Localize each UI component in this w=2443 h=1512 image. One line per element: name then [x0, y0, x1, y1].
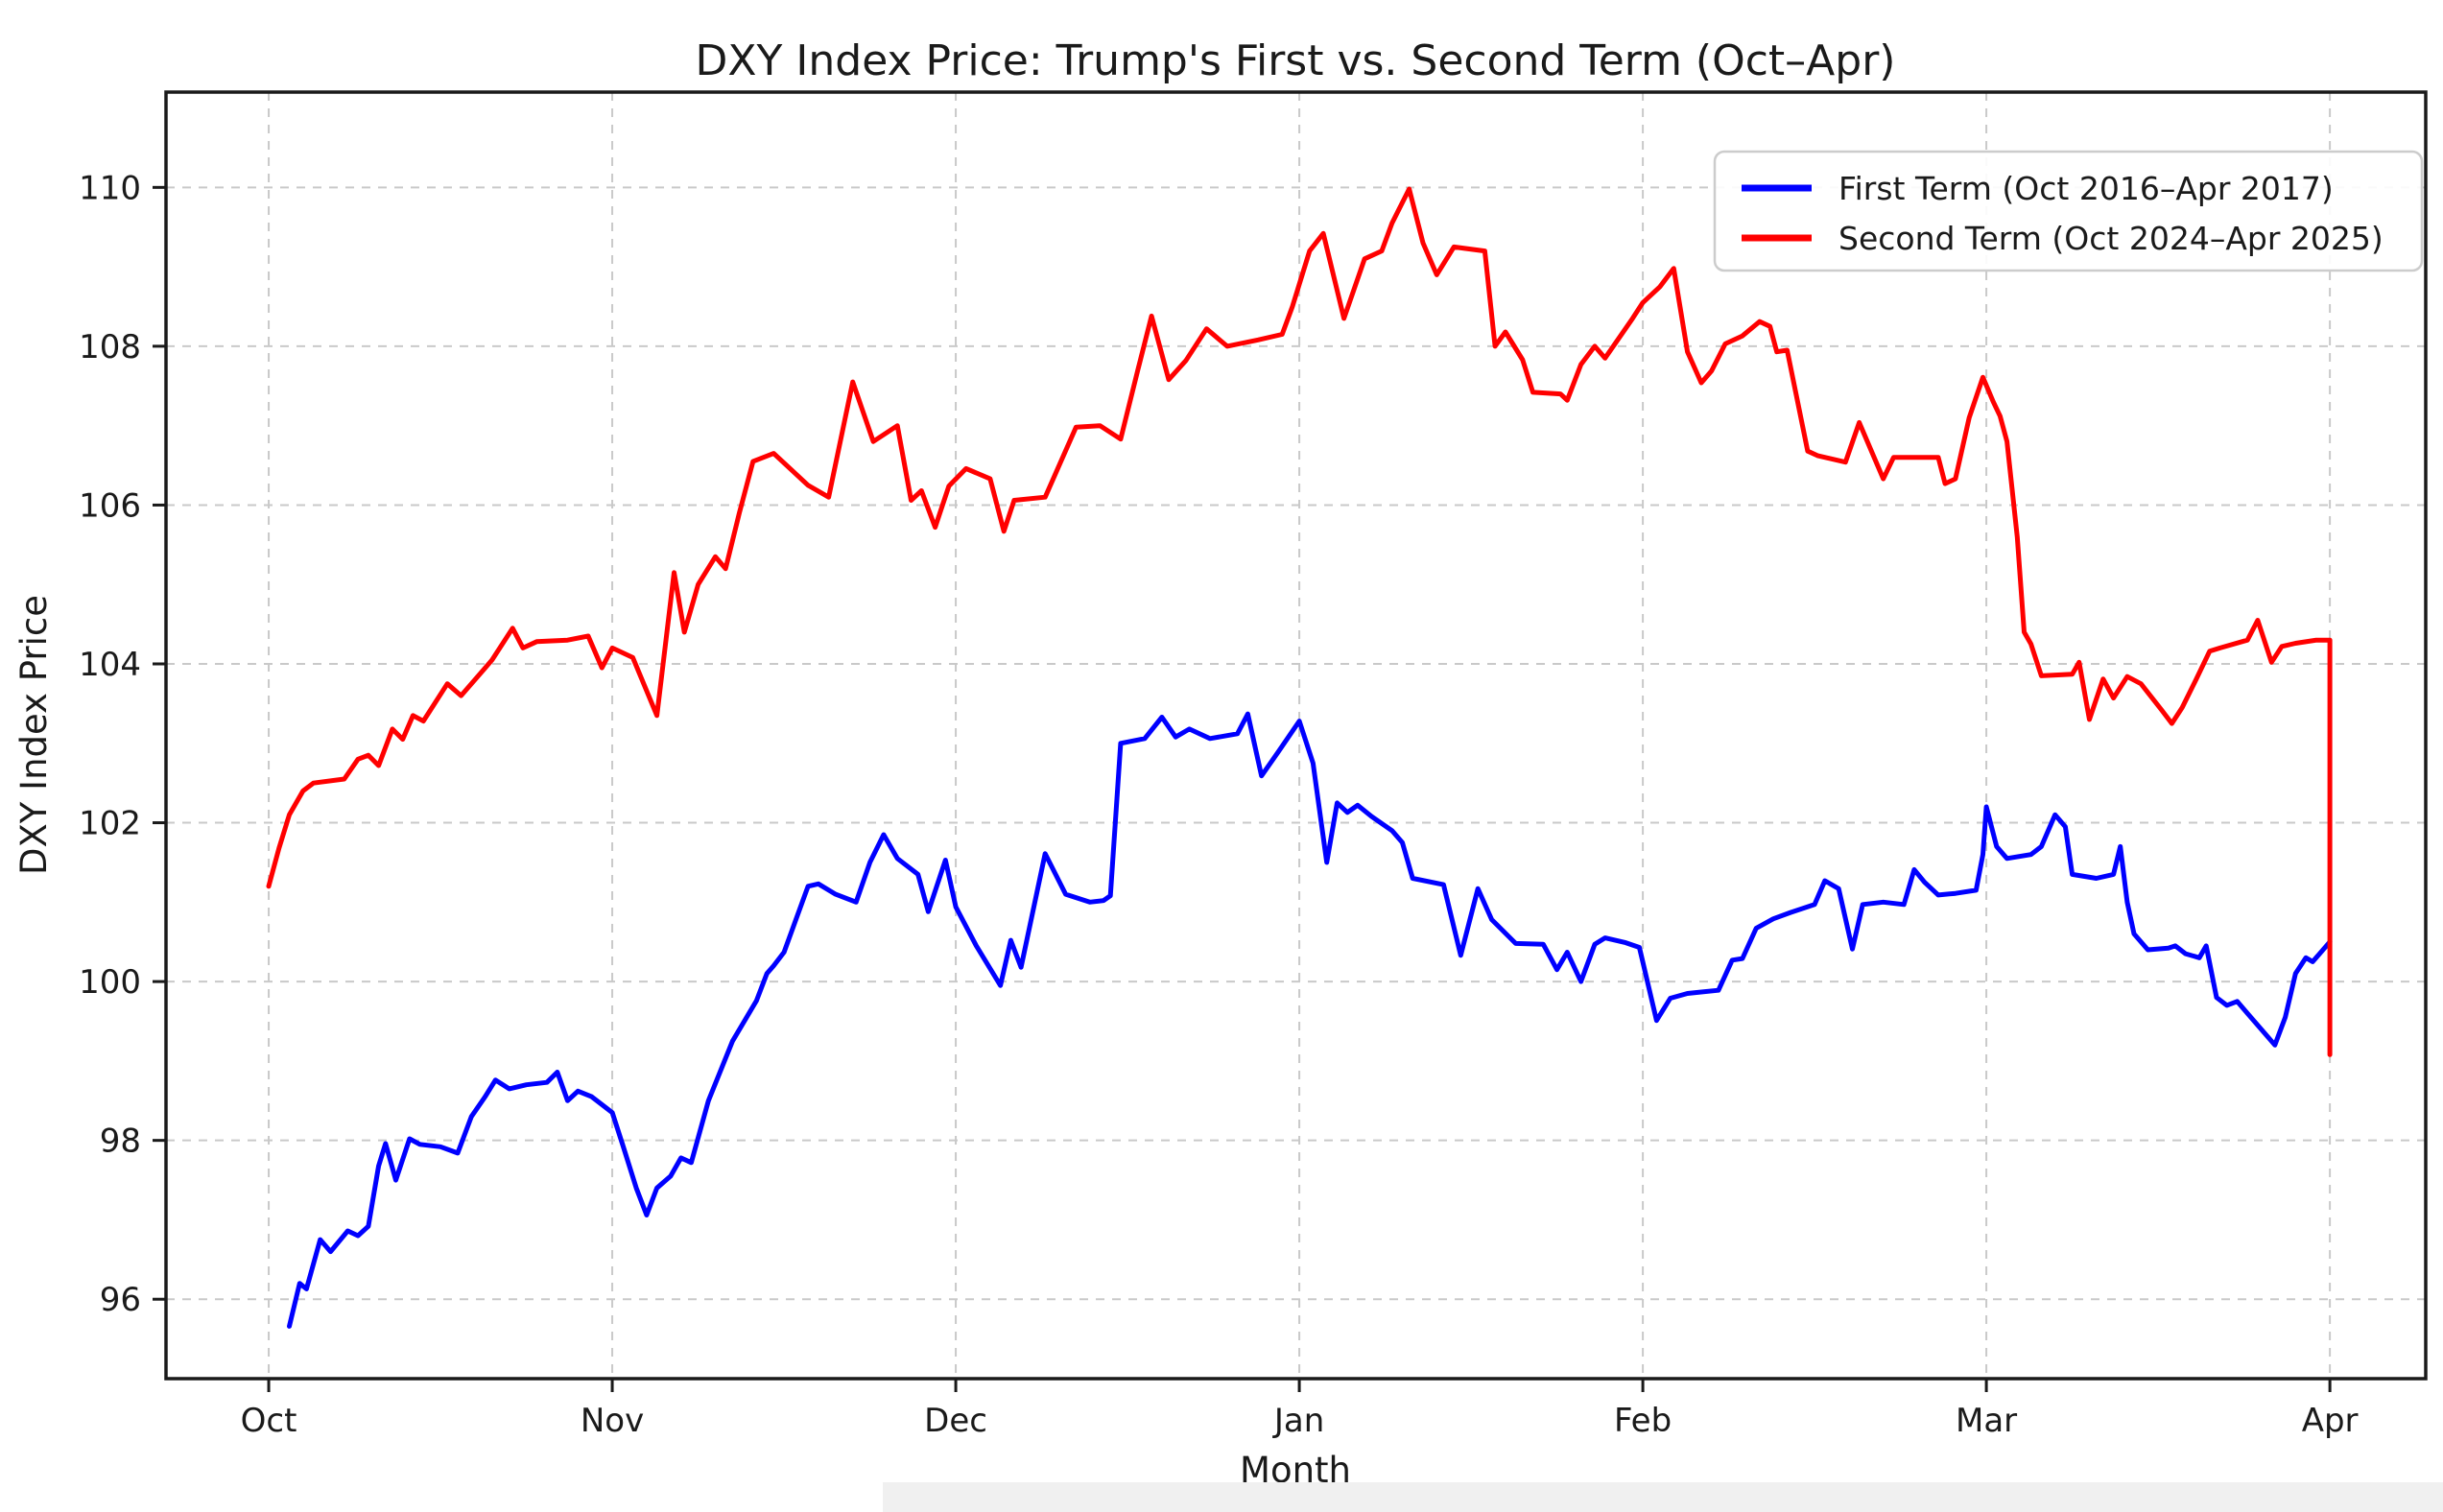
y-tick-label-96: 96	[100, 1281, 141, 1319]
x-tick-label-Mar: Mar	[1956, 1402, 2017, 1440]
legend-box	[1713, 150, 2424, 272]
x-tick-label-Nov: Nov	[581, 1402, 644, 1440]
x-tick-label-Dec: Dec	[924, 1402, 987, 1440]
y-tick-label-98: 98	[100, 1122, 141, 1161]
x-tick-label-Apr: Apr	[2302, 1402, 2359, 1440]
legend-label-second-term: Second Term (Oct 2024–Apr 2025)	[1838, 220, 2384, 257]
y-tick-label-104: 104	[79, 646, 141, 684]
chart-title: DXY Index Price: Trump's First vs. Secon…	[696, 36, 1896, 85]
y-axis-label: DXY Index Price	[13, 595, 55, 875]
y-tick-label-100: 100	[79, 963, 141, 1002]
series-lines	[266, 186, 2333, 1329]
y-tick-label-106: 106	[79, 486, 141, 525]
axes-spines	[164, 90, 2428, 1381]
x-tick-label-Feb: Feb	[1614, 1402, 1672, 1440]
axis-tick-labels: Oct Nov Dec Jan Feb Mar Apr 96 98 100 102 104 106 108…	[79, 169, 2358, 1440]
plot-border	[164, 90, 2428, 1381]
x-tick-label-Jan: Jan	[1272, 1402, 1324, 1440]
legend-label-first-term: First Term (Oct 2016–Apr 2017)	[1838, 170, 2334, 207]
series-line-first-term	[287, 711, 2333, 1329]
x-tick-label-Oct: Oct	[241, 1402, 297, 1440]
y-tick-label-110: 110	[79, 169, 141, 207]
screenshot-bottom-strip	[883, 1482, 2443, 1512]
axis-ticks	[153, 185, 2332, 1392]
y-tick-label-102: 102	[79, 805, 141, 843]
gridlines	[166, 92, 2426, 1379]
series-line-second-term	[266, 186, 2333, 1057]
y-tick-label-108: 108	[79, 328, 141, 366]
legend: First Term (Oct 2016–Apr 2017) Second Te…	[1713, 150, 2424, 272]
